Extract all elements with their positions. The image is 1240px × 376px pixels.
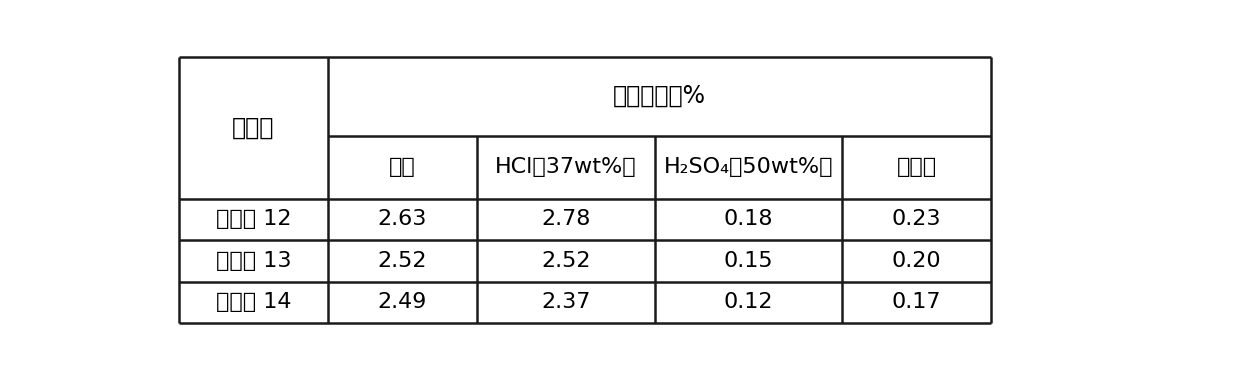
- Text: 实施例 14: 实施例 14: [216, 292, 291, 312]
- Text: 0.20: 0.20: [892, 251, 941, 271]
- Text: 0.17: 0.17: [892, 292, 941, 312]
- Text: 0.12: 0.12: [724, 292, 774, 312]
- Text: HCl（37wt%）: HCl（37wt%）: [495, 157, 636, 177]
- Text: 0.15: 0.15: [724, 251, 774, 271]
- Text: 甲苯: 甲苯: [389, 157, 415, 177]
- Text: 0.23: 0.23: [892, 209, 941, 229]
- Text: H₂SO₄（50wt%）: H₂SO₄（50wt%）: [663, 157, 833, 177]
- Text: 实施例 13: 实施例 13: [216, 251, 291, 271]
- Text: 正己烷: 正己烷: [897, 157, 936, 177]
- Text: 质量增加率%: 质量增加率%: [613, 84, 706, 108]
- Text: 2.78: 2.78: [541, 209, 590, 229]
- Text: 2.37: 2.37: [541, 292, 590, 312]
- Text: 2.52: 2.52: [541, 251, 590, 271]
- Text: 2.52: 2.52: [378, 251, 428, 271]
- Text: 实施例: 实施例: [232, 116, 275, 139]
- Text: 2.49: 2.49: [378, 292, 427, 312]
- Text: 实施例 12: 实施例 12: [216, 209, 291, 229]
- Text: 0.18: 0.18: [724, 209, 774, 229]
- Text: 2.63: 2.63: [378, 209, 427, 229]
